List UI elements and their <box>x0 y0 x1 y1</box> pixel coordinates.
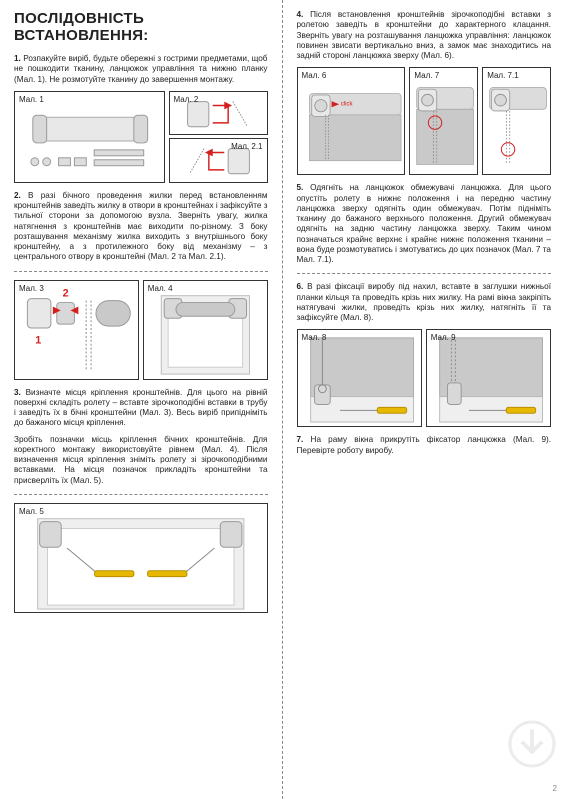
step-5: 5. Одягніть на ланцюжок обмежувачі ланцю… <box>297 183 552 265</box>
figure-2-1: Мал. 2.1 <box>169 138 268 183</box>
divider-right-1 <box>297 273 552 274</box>
step-6: 6. В разі фіксації виробу під нахил, вст… <box>297 282 552 323</box>
fig-label-7: Мал. 7 <box>414 71 439 80</box>
right-column: 4. Після встановлення кронштейнів зірочк… <box>283 0 565 799</box>
divider-left-2 <box>14 494 268 495</box>
step-2-text: В разі бічного проведення жилки перед вс… <box>14 191 268 262</box>
figure-1: Мал. 1 <box>14 91 165 183</box>
fig-label-21: Мал. 2.1 <box>231 142 262 151</box>
fig-label-8: Мал. 8 <box>302 333 327 342</box>
fig-label-3: Мал. 3 <box>19 284 44 293</box>
step-3b: Зробіть позначки місць кріплення бічних … <box>14 435 268 486</box>
figure-9: Мал. 9 <box>426 329 551 427</box>
step-7: 7. На раму вікна прикрутіть фіксатор лан… <box>297 435 552 456</box>
figure-3: Мал. 3 2 1 <box>14 280 139 380</box>
svg-text:1: 1 <box>35 334 41 346</box>
step-3a: 3. Визначте місця кріплення кронштейнів.… <box>14 388 268 429</box>
left-column: ПОСЛІДОВНІСТЬ ВСТАНОВЛЕННЯ: 1. Розпакуйт… <box>0 0 283 799</box>
step-3a-text: Визначте місця кріплення кронштейнів. Дл… <box>14 388 268 428</box>
fig-label-2: Мал. 2 <box>174 95 199 104</box>
figure-7: Мал. 7 <box>409 67 478 175</box>
watermark-icon <box>507 719 557 769</box>
figure-6: Мал. 6 click <box>297 67 406 175</box>
step-4: 4. Після встановлення кронштейнів зірочк… <box>297 10 552 61</box>
fig-label-9: Мал. 9 <box>431 333 456 342</box>
figure-7-1: Мал. 7.1 <box>482 67 551 175</box>
figure-8: Мал. 8 <box>297 329 422 427</box>
svg-text:click: click <box>340 101 353 108</box>
fig-label-5: Мал. 5 <box>19 507 44 516</box>
figure-5: Мал. 5 <box>14 503 268 613</box>
step-7-text: На раму вікна прикрутіть фіксатор ланцюж… <box>297 435 552 454</box>
figure-2: Мал. 2 <box>169 91 268 136</box>
svg-text:2: 2 <box>63 287 69 299</box>
fig-label-4: Мал. 4 <box>148 284 173 293</box>
page-title: ПОСЛІДОВНІСТЬ ВСТАНОВЛЕННЯ: <box>14 10 268 44</box>
fig-label-71: Мал. 7.1 <box>487 71 518 80</box>
step-4-text: Після встановлення кронштейнів зірочкопо… <box>297 10 552 60</box>
page-number: 2 <box>553 784 557 793</box>
step-1: 1. Розпакуйте виріб, будьте обережні з г… <box>14 54 268 85</box>
step-5-text: Одягніть на ланцюжок обмежувачі ланцюжка… <box>297 183 552 264</box>
step-2: 2. В разі бічного проведення жилки перед… <box>14 191 268 263</box>
step-6-text: В разі фіксації виробу під нахил, вставт… <box>297 282 552 322</box>
divider-left-1 <box>14 271 268 272</box>
fig-label-6: Мал. 6 <box>302 71 327 80</box>
step-1-text: Розпакуйте виріб, будьте обережні з гост… <box>14 54 268 84</box>
figure-4: Мал. 4 <box>143 280 268 380</box>
fig-label-1: Мал. 1 <box>19 95 44 104</box>
